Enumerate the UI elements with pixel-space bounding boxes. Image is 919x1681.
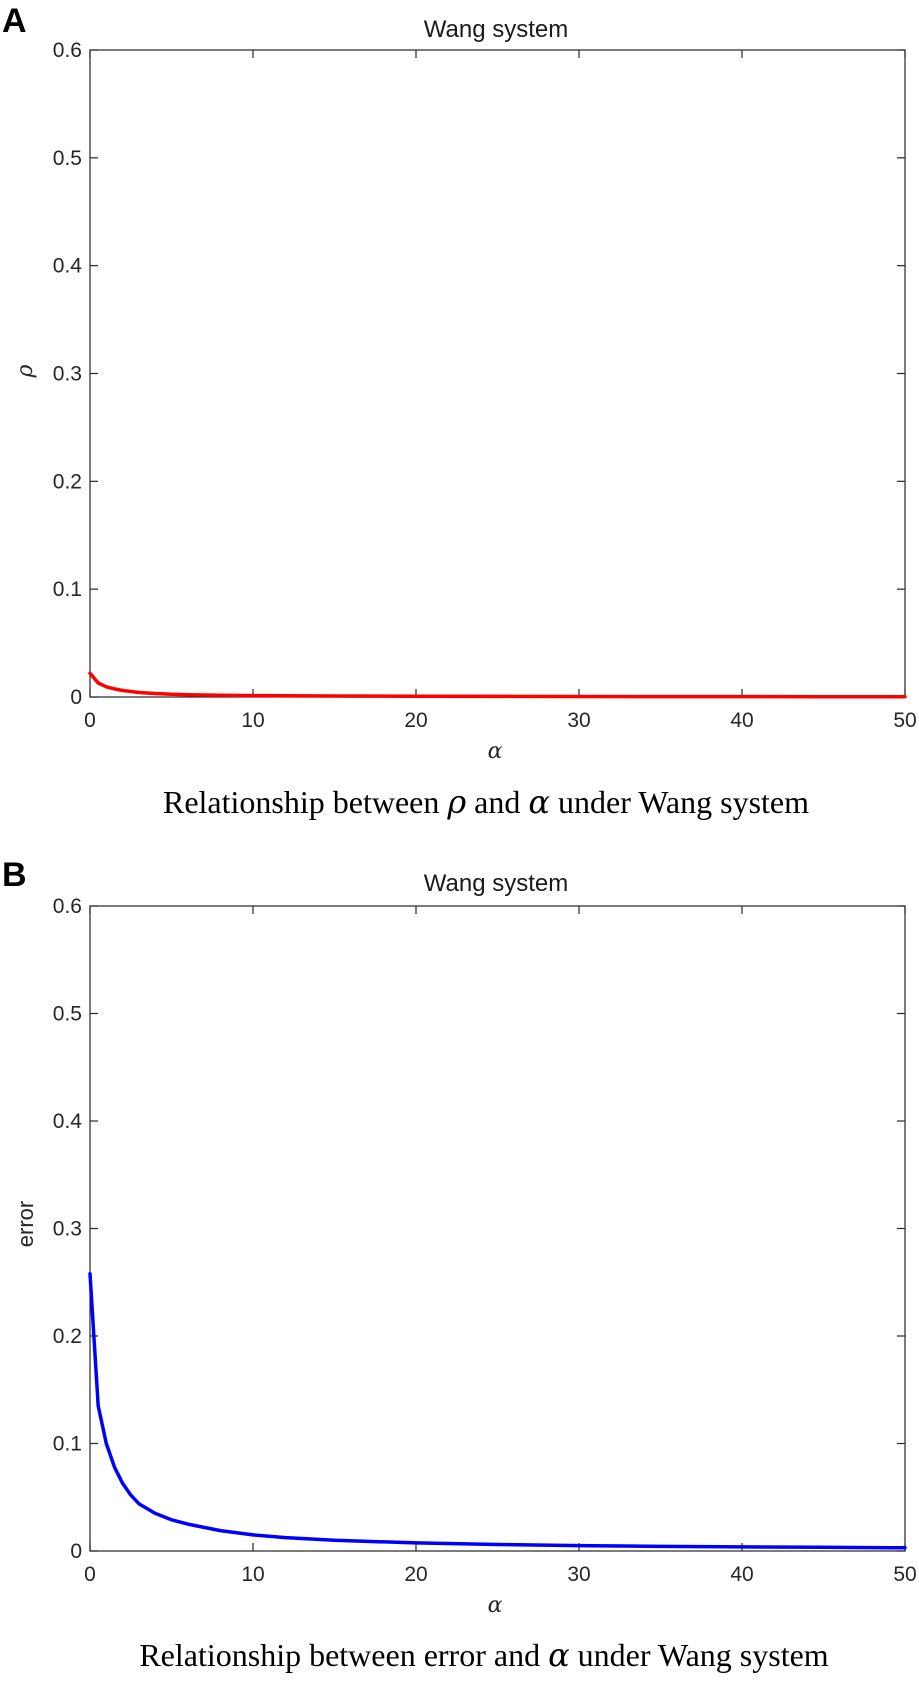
x-tick-label: 40 <box>730 1563 753 1586</box>
y-tick-label: 0 <box>70 686 82 709</box>
axes-box-a <box>89 49 906 698</box>
x-tick-label: 30 <box>567 709 590 732</box>
caption-a-symbol-alpha: α <box>528 783 550 821</box>
x-tick-label: 30 <box>567 1563 590 1586</box>
caption-b-symbol-alpha: α <box>548 1636 570 1674</box>
y-tick-label: 0 <box>70 1540 82 1563</box>
caption-b-part1: Relationship between error and <box>139 1637 548 1673</box>
panel-a: A Wang system 0 10 20 30 40 50 0 0.1 0.2 0.3 0.4 0.… <box>2 2 917 821</box>
y-tick-label: 0.3 <box>53 363 82 386</box>
caption-a-part3: under Wang system <box>550 784 809 820</box>
chart-title-b: Wang system <box>424 870 568 897</box>
y-axis-label-a: ρ <box>13 364 38 378</box>
y-tick-label: 0.6 <box>53 895 82 918</box>
series-line-b <box>88 1271 907 1550</box>
caption-b-part2: under Wang system <box>570 1637 829 1673</box>
caption-a-part1: Relationship between <box>163 784 447 820</box>
y-tick-label: 0.5 <box>53 1003 82 1026</box>
panel-letter-a: A <box>2 2 27 40</box>
plot-area-b: 0 10 20 30 40 50 0 0.1 0.2 0.3 0.4 0.5 0.6 <box>53 895 917 1586</box>
y-tick-label: 0.1 <box>53 578 82 601</box>
y-tick-label: 0.3 <box>53 1218 82 1241</box>
y-tick-label: 0.5 <box>53 147 82 170</box>
x-tick-label: 40 <box>730 709 753 732</box>
caption-a: Relationship between ρ and α under Wang … <box>163 783 809 821</box>
x-tick-label: 0 <box>84 1563 96 1586</box>
caption-b: Relationship between error and α under W… <box>139 1636 828 1674</box>
x-tick-label: 0 <box>84 709 96 732</box>
y-tick-label: 0.1 <box>53 1433 82 1456</box>
x-tick-label: 20 <box>404 709 427 732</box>
axes-box-b <box>89 905 906 1552</box>
x-axis-label-a: α <box>488 739 503 764</box>
panel-b: B Wang system 0 10 20 30 40 50 0 0.1 0.2 0.3 0.4 0.… <box>2 856 917 1674</box>
x-tick-label: 10 <box>241 709 264 732</box>
panel-letter-b: B <box>2 856 27 894</box>
x-tick-label: 50 <box>893 709 916 732</box>
caption-a-symbol-rho: ρ <box>446 783 466 821</box>
y-tick-label: 0.2 <box>53 470 82 493</box>
caption-a-part2: and <box>466 784 528 820</box>
y-tick-label: 0.4 <box>53 255 83 278</box>
y-tick-label: 0.4 <box>53 1110 83 1133</box>
y-tick-label: 0.6 <box>53 39 82 62</box>
x-tick-label: 20 <box>404 1563 427 1586</box>
x-axis-label-b: α <box>488 1593 503 1618</box>
plot-area-a: 0 10 20 30 40 50 0 0.1 0.2 0.3 0.4 0.5 0.6 <box>53 39 917 732</box>
x-tick-label: 50 <box>893 1563 916 1586</box>
x-tick-label: 10 <box>241 1563 264 1586</box>
y-axis-label-b: error <box>13 1201 38 1247</box>
chart-title-a: Wang system <box>424 16 568 43</box>
series-line-a <box>88 671 907 699</box>
y-tick-label: 0.2 <box>53 1325 82 1348</box>
